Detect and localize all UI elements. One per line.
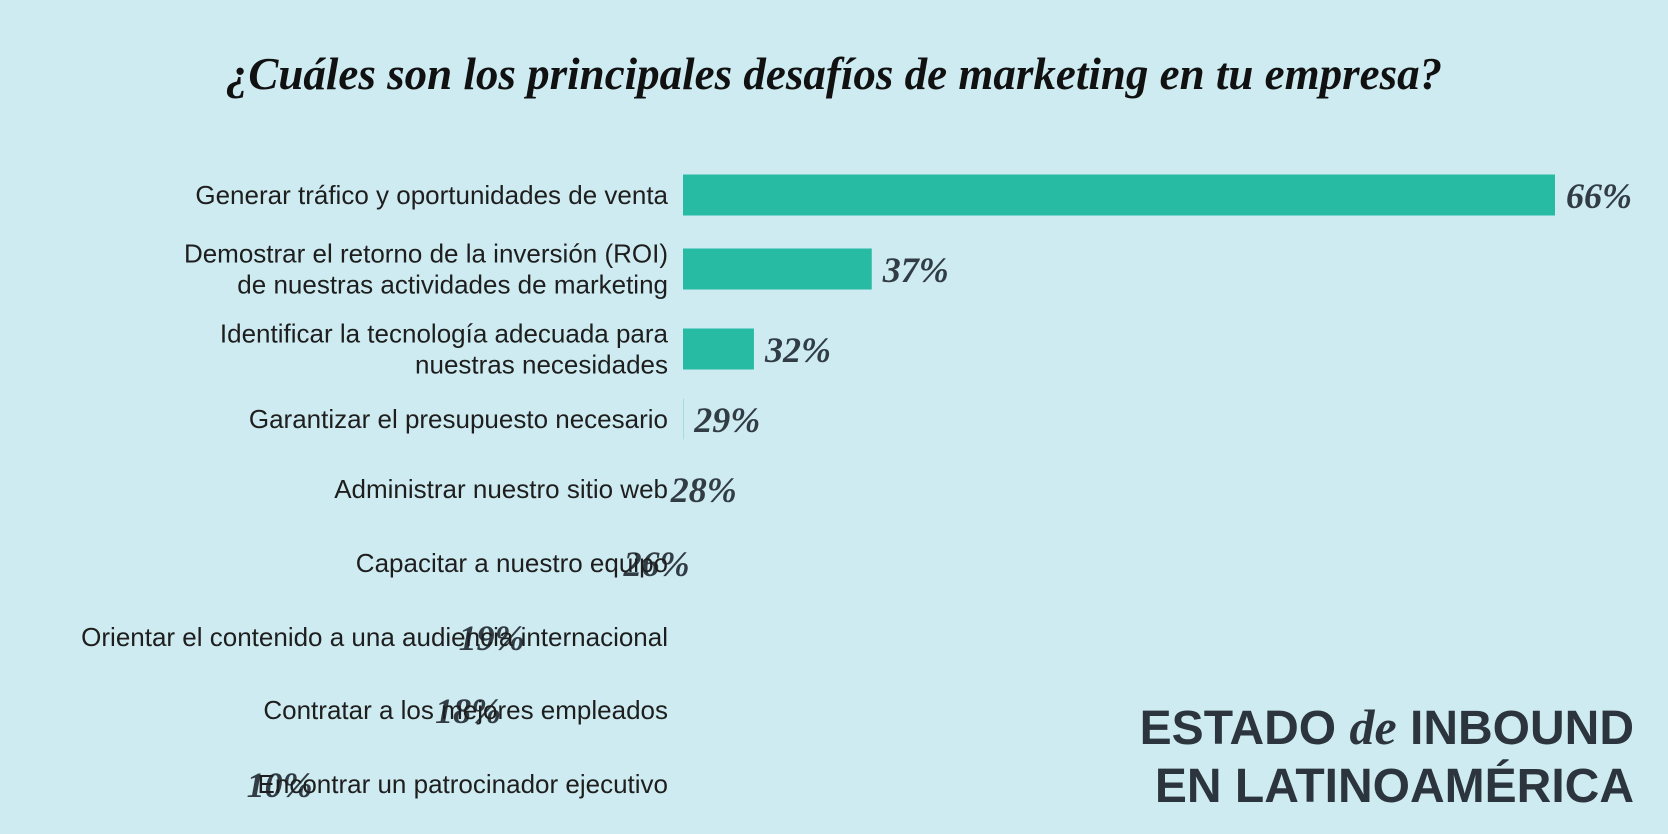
category-label: Garantizar el presupuesto necesario (249, 404, 668, 434)
brand-word-estado: ESTADO (1139, 702, 1337, 755)
bar-value-label: 10% (247, 765, 313, 805)
category-label-line: Generar tráfico y oportunidades de venta (195, 180, 668, 210)
bar-value-label: 66% (1566, 176, 1632, 216)
bar-value-label: 26% (623, 544, 690, 584)
category-label-line: nuestras necesidades (415, 350, 668, 380)
brand-line-2: EN LATINOAMÉRICA (1154, 760, 1634, 813)
category-label: Demostrar el retorno de la inversión (RO… (184, 239, 668, 300)
category-label-line: Demostrar el retorno de la inversión (RO… (184, 239, 668, 269)
bar (683, 248, 872, 290)
brand-line-1: ESTADO de INBOUND (1140, 698, 1634, 758)
brand-word-inbound: INBOUND (1410, 702, 1634, 755)
category-label: Administrar nuestro sitio web (334, 474, 668, 504)
category-label: Orientar el contenido a una audiencia in… (81, 622, 668, 652)
category-label: Contratar a los mejores empleados (263, 695, 668, 725)
category-label-line: Capacitar a nuestro equipo (356, 548, 668, 578)
category-label: Encontrar un patrocinador ejecutivo (258, 769, 668, 799)
category-label-line: Orientar el contenido a una audiencia in… (81, 622, 668, 652)
bar-value-label: 37% (882, 250, 949, 290)
category-label: Generar tráfico y oportunidades de venta (195, 180, 668, 210)
category-label-line: Administrar nuestro sitio web (334, 474, 668, 504)
bar (683, 328, 754, 370)
category-label: Capacitar a nuestro equipo (356, 548, 668, 578)
brand-logo: ESTADO de INBOUND EN LATINOAMÉRICA (1140, 698, 1634, 816)
category-label: Identificar la tecnología adecuada para n… (220, 319, 669, 380)
category-label-line: Identificar la tecnología adecuada para (220, 319, 669, 349)
bar-value-label: 29% (693, 400, 760, 440)
category-label-line: Encontrar un patrocinador ejecutivo (258, 769, 668, 799)
category-label-line: de nuestras actividades de marketing (237, 270, 668, 300)
bar (683, 174, 1555, 216)
category-label-line: Garantizar el presupuesto necesario (249, 404, 668, 434)
bar-value-label: 18% (435, 691, 501, 731)
chart-title: ¿Cuáles son los principales desafíos de … (225, 49, 1443, 99)
brand-word-de: de (1349, 699, 1397, 755)
bar-value-label: 19% (459, 618, 525, 658)
bar-value-label: 28% (670, 470, 737, 510)
bar-value-label: 32% (764, 330, 831, 370)
category-label-line: Contratar a los mejores empleados (263, 695, 668, 725)
